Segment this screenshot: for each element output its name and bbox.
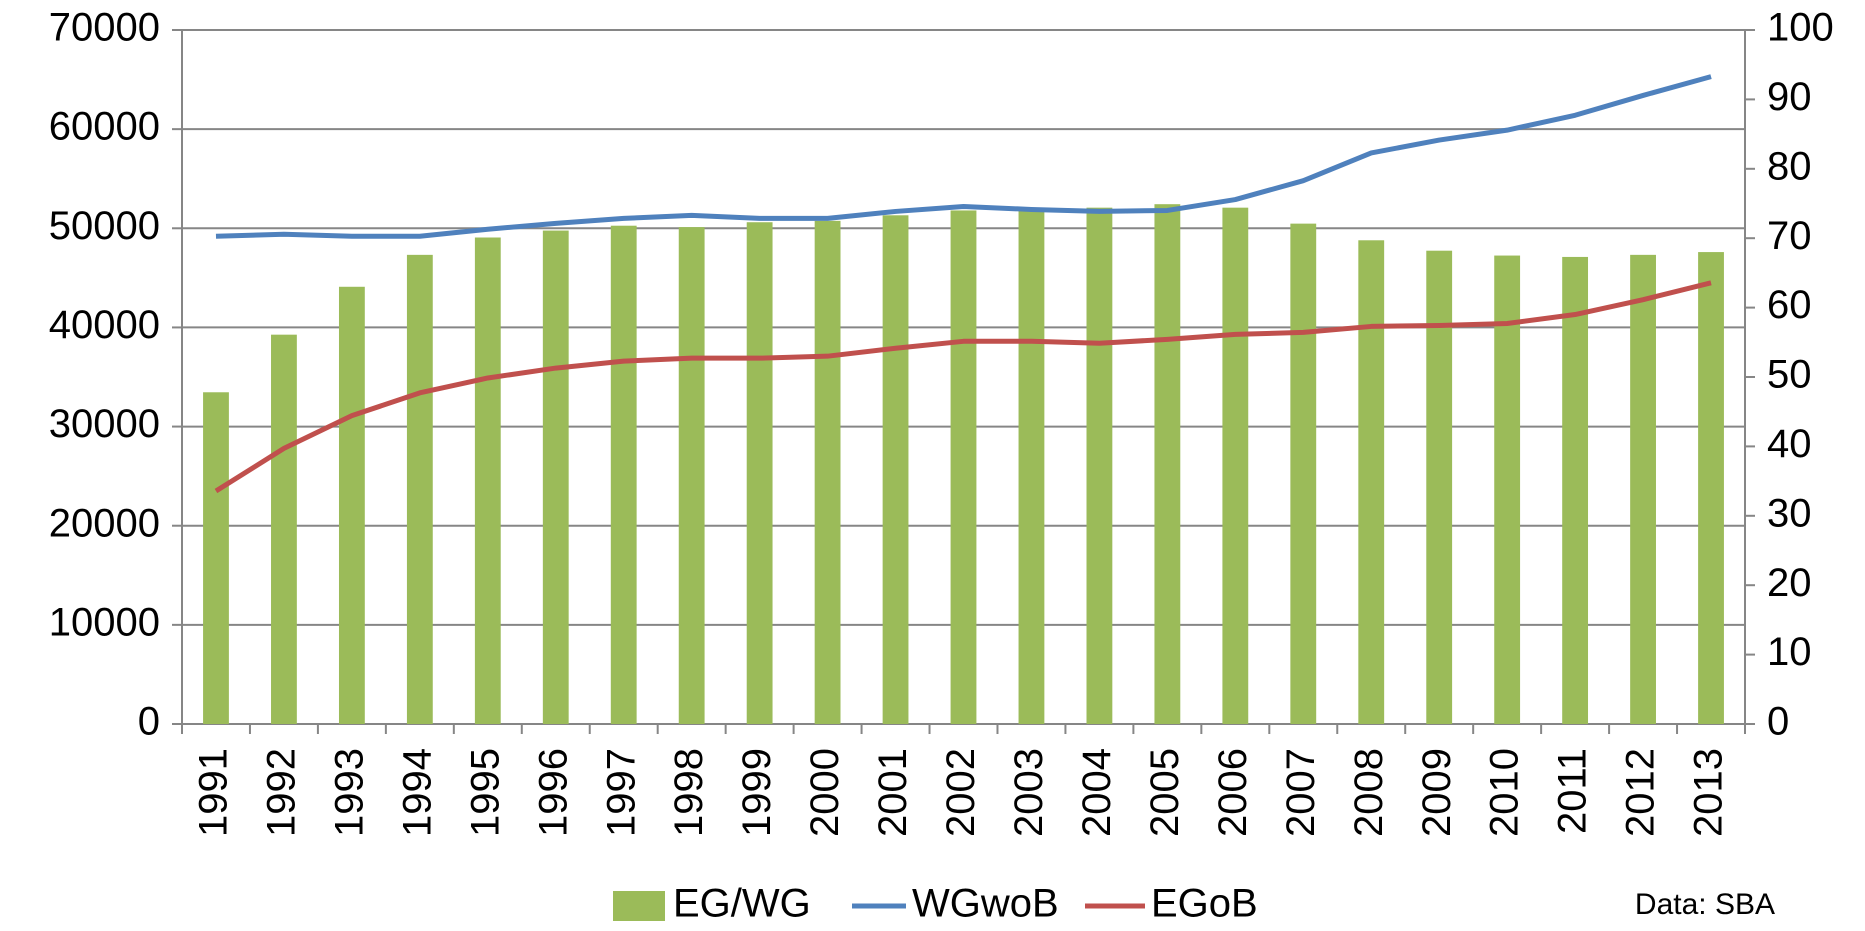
x-tick-label: 2010 — [1483, 748, 1527, 837]
bar — [1358, 240, 1385, 725]
x-tick-label: 2006 — [1211, 748, 1255, 837]
x-tick-label: 2002 — [939, 748, 983, 837]
bar — [1222, 207, 1249, 724]
x-tick-label: 2005 — [1143, 748, 1187, 837]
bar — [542, 230, 569, 725]
x-tick-label: 2003 — [1007, 748, 1051, 837]
y2-tick-label: 0 — [1767, 700, 1789, 744]
bar — [746, 222, 773, 724]
y-tick-label: 30000 — [49, 402, 160, 446]
bar — [1698, 252, 1724, 724]
x-tick-label: 1992 — [259, 748, 303, 837]
x-tick-label: 2007 — [1279, 748, 1323, 837]
y2-tick-label: 90 — [1767, 75, 1812, 119]
x-tick-label: 2012 — [1619, 748, 1663, 837]
bar — [814, 220, 841, 724]
legend-label: WGwoB — [912, 882, 1059, 926]
bar — [1426, 250, 1453, 724]
legend-label: EGoB — [1151, 882, 1258, 926]
bar — [882, 215, 909, 724]
y-tick-label: 0 — [138, 700, 160, 744]
line — [214, 280, 1712, 494]
y2-tick-label: 70 — [1767, 214, 1812, 258]
x-tick-label: 2001 — [871, 748, 915, 837]
y-tick-label: 20000 — [49, 501, 160, 545]
x-tick-label: 2004 — [1075, 748, 1119, 837]
x-tick-label: 2000 — [803, 748, 847, 837]
y2-tick-label: 30 — [1767, 491, 1812, 535]
y2-tick-label: 20 — [1767, 561, 1812, 605]
x-tick-label: 1998 — [667, 748, 711, 837]
bar — [1494, 255, 1521, 725]
y2-tick-label: 50 — [1767, 353, 1812, 397]
y-tick-label: 50000 — [49, 204, 160, 248]
y-tick-label: 40000 — [49, 303, 160, 347]
y2-tick-label: 100 — [1767, 6, 1834, 50]
legend-swatch — [613, 891, 665, 921]
bar — [1290, 223, 1317, 724]
y2-tick-label: 40 — [1767, 422, 1812, 466]
legend-label: EG/WG — [673, 882, 811, 926]
y-tick-label: 10000 — [49, 600, 160, 644]
bar — [1018, 210, 1045, 724]
bar — [610, 225, 637, 724]
y2-tick-label: 80 — [1767, 144, 1812, 188]
y2-tick-label: 60 — [1767, 283, 1812, 327]
bar — [1630, 254, 1656, 724]
source-note: Data: SBA — [1635, 888, 1775, 921]
bar — [1562, 256, 1589, 724]
x-tick-label: 1994 — [395, 748, 439, 837]
x-tick-label: 2008 — [1347, 748, 1391, 837]
bar — [271, 334, 297, 724]
bar — [474, 237, 501, 725]
x-tick-label: 1997 — [599, 748, 643, 837]
x-tick-label: 1999 — [735, 748, 779, 837]
y2-tick-label: 10 — [1767, 630, 1812, 674]
y-tick-label: 70000 — [49, 6, 160, 50]
bar — [678, 227, 705, 724]
bar — [950, 210, 977, 724]
bar — [406, 254, 433, 724]
x-tick-label: 1996 — [531, 748, 575, 837]
x-tick-label: 1991 — [192, 748, 236, 837]
x-tick-label: 2009 — [1415, 748, 1459, 837]
bar — [338, 286, 365, 724]
line — [215, 74, 1712, 239]
bar — [203, 392, 229, 724]
bar — [1086, 207, 1113, 724]
x-tick-label: 1993 — [327, 748, 371, 837]
bar — [1154, 204, 1181, 725]
y-tick-label: 60000 — [49, 105, 160, 149]
x-tick-label: 1995 — [463, 748, 507, 837]
x-tick-label: 2013 — [1687, 748, 1731, 837]
x-tick-label: 2011 — [1551, 748, 1595, 834]
